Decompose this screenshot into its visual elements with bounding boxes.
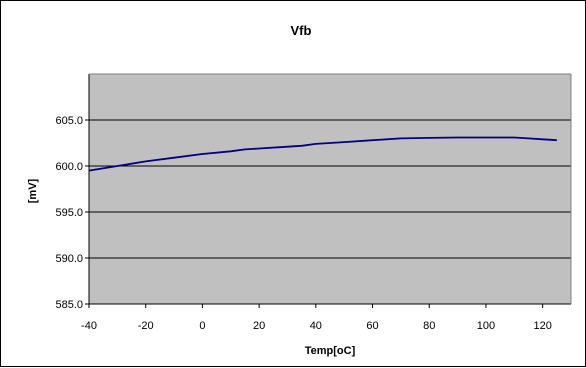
x-tick-label: 60 <box>366 320 378 332</box>
plot-area <box>89 74 571 304</box>
x-tick-label: 0 <box>199 320 205 332</box>
tick-labels: 585.0 590.0 595.0 600.0 605.0 -40 -20 0 20 40 60 80… <box>55 115 551 332</box>
x-tick-label: 80 <box>423 320 435 332</box>
axes <box>88 73 572 305</box>
x-axis-label: Temp[oC] <box>305 345 356 357</box>
y-tick-label: 600.0 <box>55 161 83 173</box>
x-tick-label: -40 <box>81 320 97 332</box>
gridlines <box>89 119 571 259</box>
y-tick-label: 605.0 <box>55 115 83 127</box>
y-tick-label: 595.0 <box>55 207 83 219</box>
x-tick-label: 120 <box>533 320 551 332</box>
y-axis-label: [mV] <box>27 178 39 203</box>
x-tick-label: 40 <box>310 320 322 332</box>
x-tick-label: 20 <box>253 320 265 332</box>
x-tick-label: 100 <box>477 320 495 332</box>
x-tick-label: -20 <box>138 320 154 332</box>
series-line <box>88 136 557 172</box>
y-tick-label: 590.0 <box>55 253 83 265</box>
series-layer <box>88 136 557 172</box>
chart-title: Vfb <box>291 23 312 38</box>
y-tick-label: 585.0 <box>55 299 83 311</box>
